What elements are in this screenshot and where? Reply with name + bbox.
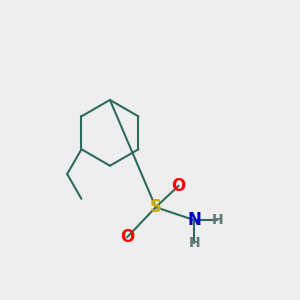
Text: H: H xyxy=(188,236,200,250)
Text: O: O xyxy=(120,228,134,246)
Text: H: H xyxy=(212,213,223,227)
Text: S: S xyxy=(150,198,162,216)
Text: N: N xyxy=(188,211,201,229)
Text: O: O xyxy=(172,177,186,195)
